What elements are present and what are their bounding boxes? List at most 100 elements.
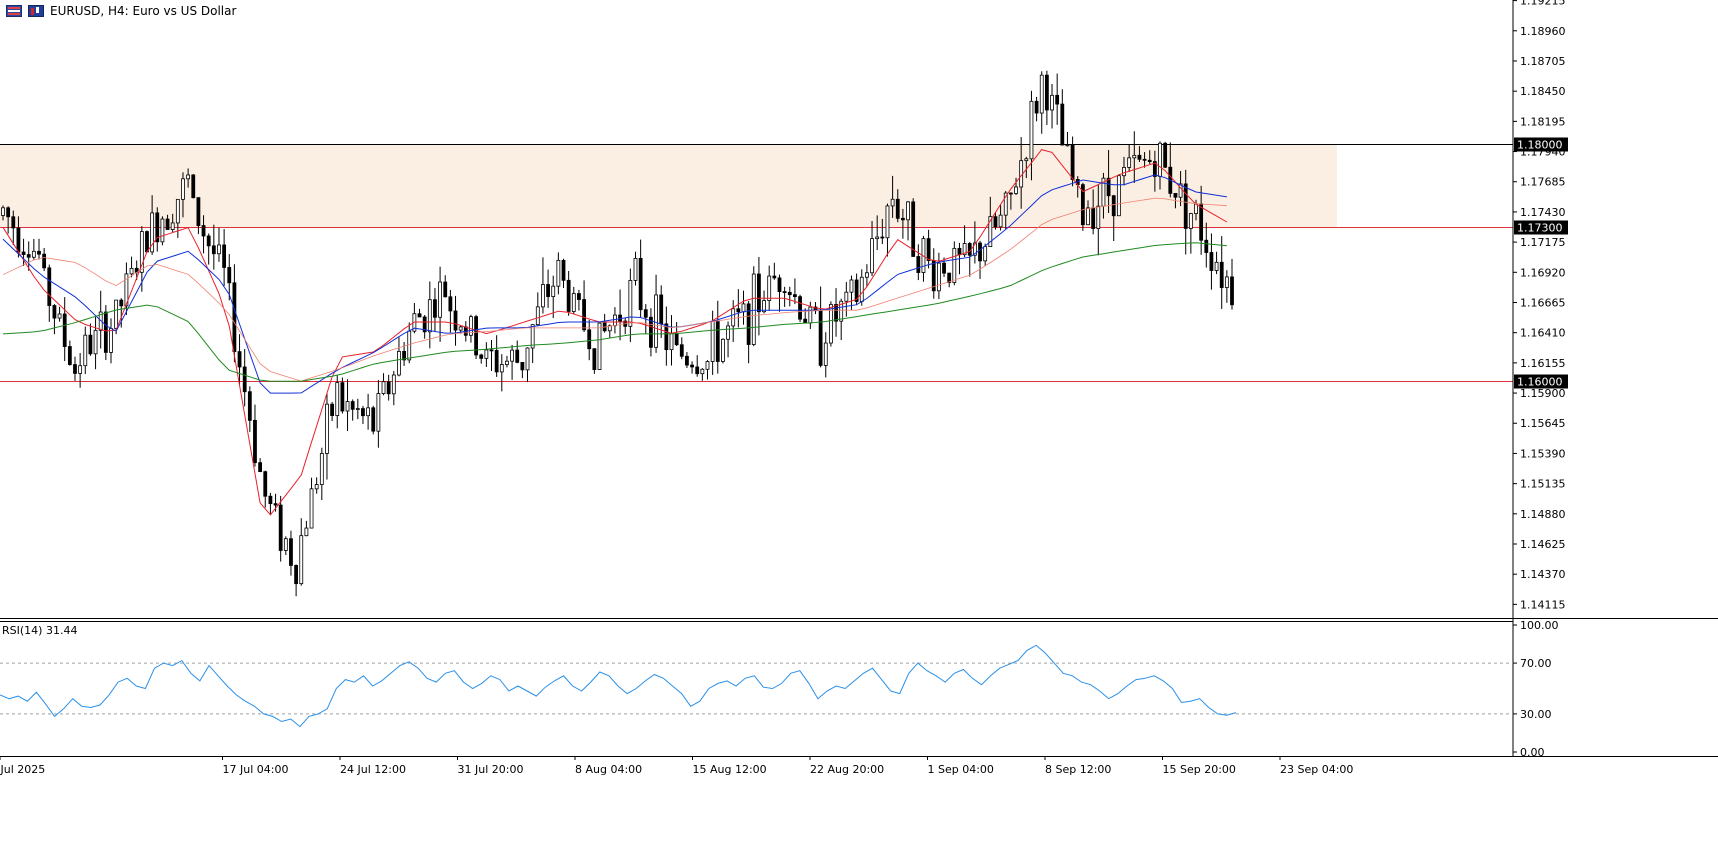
bear-candle bbox=[592, 348, 597, 370]
bear-candle bbox=[746, 303, 751, 345]
bear-candle bbox=[294, 565, 299, 585]
moving-average-line bbox=[2, 197, 1227, 382]
bear-candle bbox=[433, 299, 437, 318]
price-tick-label: 1.17175 bbox=[1520, 236, 1566, 249]
bear-candle bbox=[52, 305, 57, 319]
time-tick-label: 15 Sep 20:00 bbox=[1163, 763, 1236, 776]
bear-candle bbox=[268, 495, 273, 505]
bull-candle bbox=[705, 361, 710, 370]
bull-candle bbox=[1224, 276, 1229, 288]
level-price-label: 1.17300 bbox=[1517, 222, 1563, 235]
bull-candle bbox=[633, 257, 638, 281]
bear-candle bbox=[119, 299, 124, 307]
rsi-label: RSI(14) 31.44 bbox=[2, 624, 77, 637]
bear-candle bbox=[1199, 203, 1204, 241]
time-tick-label: 24 Jul 12:00 bbox=[340, 763, 406, 776]
level-price-label: 1.18000 bbox=[1517, 139, 1563, 152]
bull-candle bbox=[1050, 94, 1054, 111]
bear-candle bbox=[273, 503, 278, 506]
bear-candle bbox=[417, 313, 422, 318]
bear-candle bbox=[201, 225, 206, 237]
bear-candle bbox=[237, 351, 242, 368]
bull-candle bbox=[597, 322, 602, 370]
time-tick-label: 17 Jul 04:00 bbox=[223, 763, 289, 776]
bear-candle bbox=[26, 254, 31, 258]
bull-candle bbox=[217, 244, 221, 255]
bear-candle bbox=[21, 251, 26, 255]
moving-average-line bbox=[2, 174, 1227, 394]
time-tick-label: 9 Jul 2025 bbox=[0, 763, 45, 776]
bull-candle bbox=[885, 205, 890, 239]
time-tick-label: 23 Sep 04:00 bbox=[1280, 763, 1353, 776]
bull-candle bbox=[829, 304, 833, 344]
bull-candle bbox=[129, 267, 134, 275]
bear-candle bbox=[515, 349, 520, 363]
bull-candle bbox=[741, 303, 746, 313]
bull-candle bbox=[283, 538, 288, 551]
bear-candle bbox=[1055, 94, 1060, 105]
price-tick-label: 1.18450 bbox=[1520, 85, 1566, 98]
bear-candle bbox=[479, 354, 484, 359]
market-watch-icon[interactable] bbox=[6, 5, 22, 17]
bear-candle bbox=[1204, 239, 1209, 253]
price-tick-label: 1.19215 bbox=[1520, 0, 1566, 8]
bull-candle bbox=[114, 299, 119, 329]
price-tick-label: 1.14370 bbox=[1520, 568, 1566, 581]
bull-candle bbox=[335, 382, 340, 416]
bull-candle bbox=[1122, 167, 1126, 177]
bull-candle bbox=[397, 351, 401, 376]
bear-candle bbox=[73, 364, 77, 374]
bear-candle bbox=[263, 471, 268, 497]
bear-candle bbox=[561, 259, 566, 281]
bear-candle bbox=[1091, 207, 1096, 229]
bear-candle bbox=[1111, 195, 1116, 217]
bear-candle bbox=[1152, 161, 1157, 177]
bull-candle bbox=[499, 364, 504, 373]
bull-candle bbox=[988, 216, 993, 248]
bull-candle bbox=[767, 275, 772, 301]
main-price-panel[interactable] bbox=[0, 70, 1718, 619]
bear-candle bbox=[1137, 154, 1142, 160]
bull-candle bbox=[181, 178, 185, 200]
bear-candle bbox=[474, 316, 478, 356]
bear-candle bbox=[916, 256, 921, 273]
bear-candle bbox=[787, 291, 792, 296]
bull-candle bbox=[849, 279, 854, 293]
bull-candle bbox=[505, 360, 509, 365]
chart-type-icon[interactable] bbox=[28, 5, 44, 17]
bull-candle bbox=[175, 198, 180, 224]
bear-candle bbox=[247, 391, 252, 421]
bull-candle bbox=[1024, 158, 1029, 162]
bear-candle bbox=[793, 294, 797, 298]
rsi-panel[interactable]: 100.00 70.00 30.00 0.00 RSI(14) 31.44 bbox=[0, 619, 1559, 759]
bull-candle bbox=[607, 325, 612, 332]
bull-candle bbox=[628, 280, 633, 327]
bear-candle bbox=[577, 293, 581, 300]
bear-candle bbox=[453, 310, 458, 331]
bull-candle bbox=[1214, 261, 1219, 271]
rsi-tick-label: 30.00 bbox=[1520, 708, 1552, 721]
price-tick-label: 1.15135 bbox=[1520, 478, 1566, 491]
bear-candle bbox=[88, 334, 93, 355]
bull-candle bbox=[1132, 154, 1137, 159]
bear-candle bbox=[206, 235, 211, 247]
price-tick-label: 1.18960 bbox=[1520, 25, 1566, 38]
bear-candle bbox=[1070, 144, 1075, 180]
bear-candle bbox=[1060, 103, 1065, 146]
price-tick-label: 1.14625 bbox=[1520, 538, 1566, 551]
bull-candle bbox=[972, 242, 977, 256]
bear-candle bbox=[782, 291, 787, 293]
bear-candle bbox=[222, 244, 227, 268]
bear-candle bbox=[834, 304, 838, 322]
bull-candle bbox=[319, 453, 324, 485]
bear-candle bbox=[587, 329, 592, 350]
price-tick-label: 1.14115 bbox=[1520, 598, 1566, 611]
bull-candle bbox=[1188, 213, 1193, 229]
bear-candle bbox=[803, 318, 808, 324]
bull-candle bbox=[721, 338, 725, 362]
bear-candle bbox=[155, 212, 160, 243]
bull-candle bbox=[299, 535, 304, 585]
moving-average-line bbox=[2, 242, 1227, 382]
bear-candle bbox=[664, 323, 669, 351]
